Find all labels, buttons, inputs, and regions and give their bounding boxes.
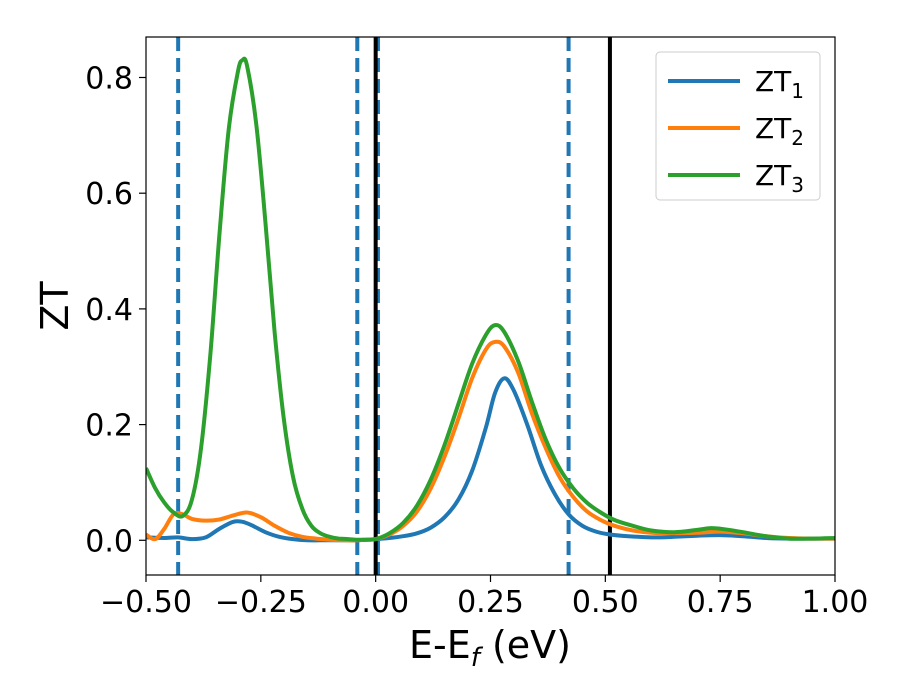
series-line-zt3 [146, 56, 835, 542]
x-tick-label: −0.25 [215, 585, 307, 620]
x-tick-label: 0.00 [342, 585, 409, 620]
series-line-zt1 [146, 376, 835, 543]
y-tick-label: 0.2 [85, 409, 133, 444]
legend-label-zt2: ZT2 [755, 112, 804, 150]
x-axis-ticks: −0.50 −0.25 0.00 0.25 0.50 0.75 1.00 [100, 575, 868, 620]
x-tick-label: 1.00 [802, 585, 869, 620]
x-tick-label: 0.25 [457, 585, 524, 620]
legend: ZT1 ZT2 ZT3 [655, 51, 821, 201]
y-tick-label: 0.6 [85, 177, 133, 212]
y-tick-label: 0.8 [85, 61, 133, 96]
y-axis-label: ZT [33, 281, 77, 331]
x-tick-label: 0.75 [687, 585, 754, 620]
legend-label-zt3: ZT3 [755, 159, 804, 197]
x-axis-label-unit: (eV) [480, 623, 571, 667]
y-tick-label: 0.0 [85, 524, 133, 559]
reference-lines [176, 37, 612, 575]
legend-label-zt1: ZT1 [755, 65, 804, 103]
x-tick-label: 0.50 [572, 585, 639, 620]
x-tick-label: −0.50 [100, 585, 192, 620]
series-line-zt2 [146, 339, 835, 543]
series-lines [146, 56, 835, 543]
x-axis-label: E-Ef (eV) [409, 623, 571, 673]
y-tick-label: 0.4 [85, 293, 133, 328]
y-axis-ticks: 0.0 0.2 0.4 0.6 0.8 [85, 61, 146, 559]
